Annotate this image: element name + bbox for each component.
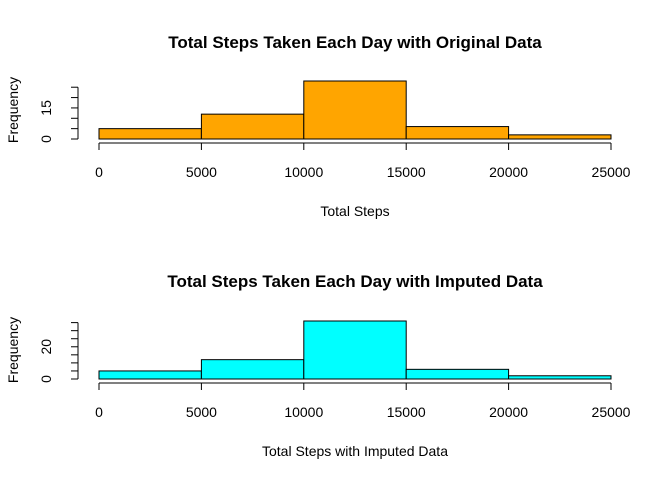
x-axis-label-original: Total Steps — [320, 203, 389, 219]
y-axis-label-imputed: Frequency — [5, 317, 21, 383]
y-tick-label: 0 — [38, 375, 54, 383]
histogram-bar — [405, 368, 510, 380]
x-tick-label: 15000 — [387, 404, 426, 420]
x-tick-label: 25000 — [592, 164, 631, 180]
x-tick-label: 0 — [95, 404, 103, 420]
y-tick-label: 20 — [38, 339, 54, 355]
x-axis-imputed: 0 5000 10000 15000 20000 25000 — [95, 382, 631, 420]
bars-original — [98, 80, 612, 140]
bars-imputed — [98, 320, 612, 380]
y-tick-label: 15 — [38, 100, 54, 116]
histogram-bar — [200, 113, 305, 140]
chart-title-imputed: Total Steps Taken Each Day with Imputed … — [167, 272, 543, 291]
histogram-bar — [508, 134, 612, 140]
x-axis-original: 0 5000 10000 15000 20000 25000 — [95, 142, 631, 180]
y-axis-original: 0 15 — [38, 86, 79, 143]
histogram-bar — [200, 359, 305, 380]
histogram-bar — [508, 375, 612, 380]
histogram-bar — [98, 128, 202, 140]
x-axis-label-imputed: Total Steps with Imputed Data — [262, 443, 448, 459]
x-tick-label: 5000 — [186, 164, 217, 180]
x-tick-label: 20000 — [489, 164, 528, 180]
panel-original-data: Total Steps Taken Each Day with Original… — [5, 33, 631, 219]
x-tick-label: 25000 — [592, 404, 631, 420]
y-axis-imputed: 0 20 — [38, 322, 79, 383]
chart-title-original: Total Steps Taken Each Day with Original… — [168, 33, 542, 52]
histogram-bar — [303, 320, 407, 380]
x-tick-label: 10000 — [284, 404, 323, 420]
x-tick-label: 15000 — [387, 164, 426, 180]
x-tick-label: 10000 — [284, 164, 323, 180]
x-tick-label: 5000 — [186, 404, 217, 420]
x-tick-label: 20000 — [489, 404, 528, 420]
histogram-bar — [405, 126, 510, 140]
histogram-bar — [98, 370, 202, 380]
histogram-bar — [303, 80, 407, 140]
y-tick-label: 0 — [38, 135, 54, 143]
x-tick-label: 0 — [95, 164, 103, 180]
panel-imputed-data: Total Steps Taken Each Day with Imputed … — [5, 272, 631, 459]
y-axis-label-original: Frequency — [5, 77, 21, 143]
